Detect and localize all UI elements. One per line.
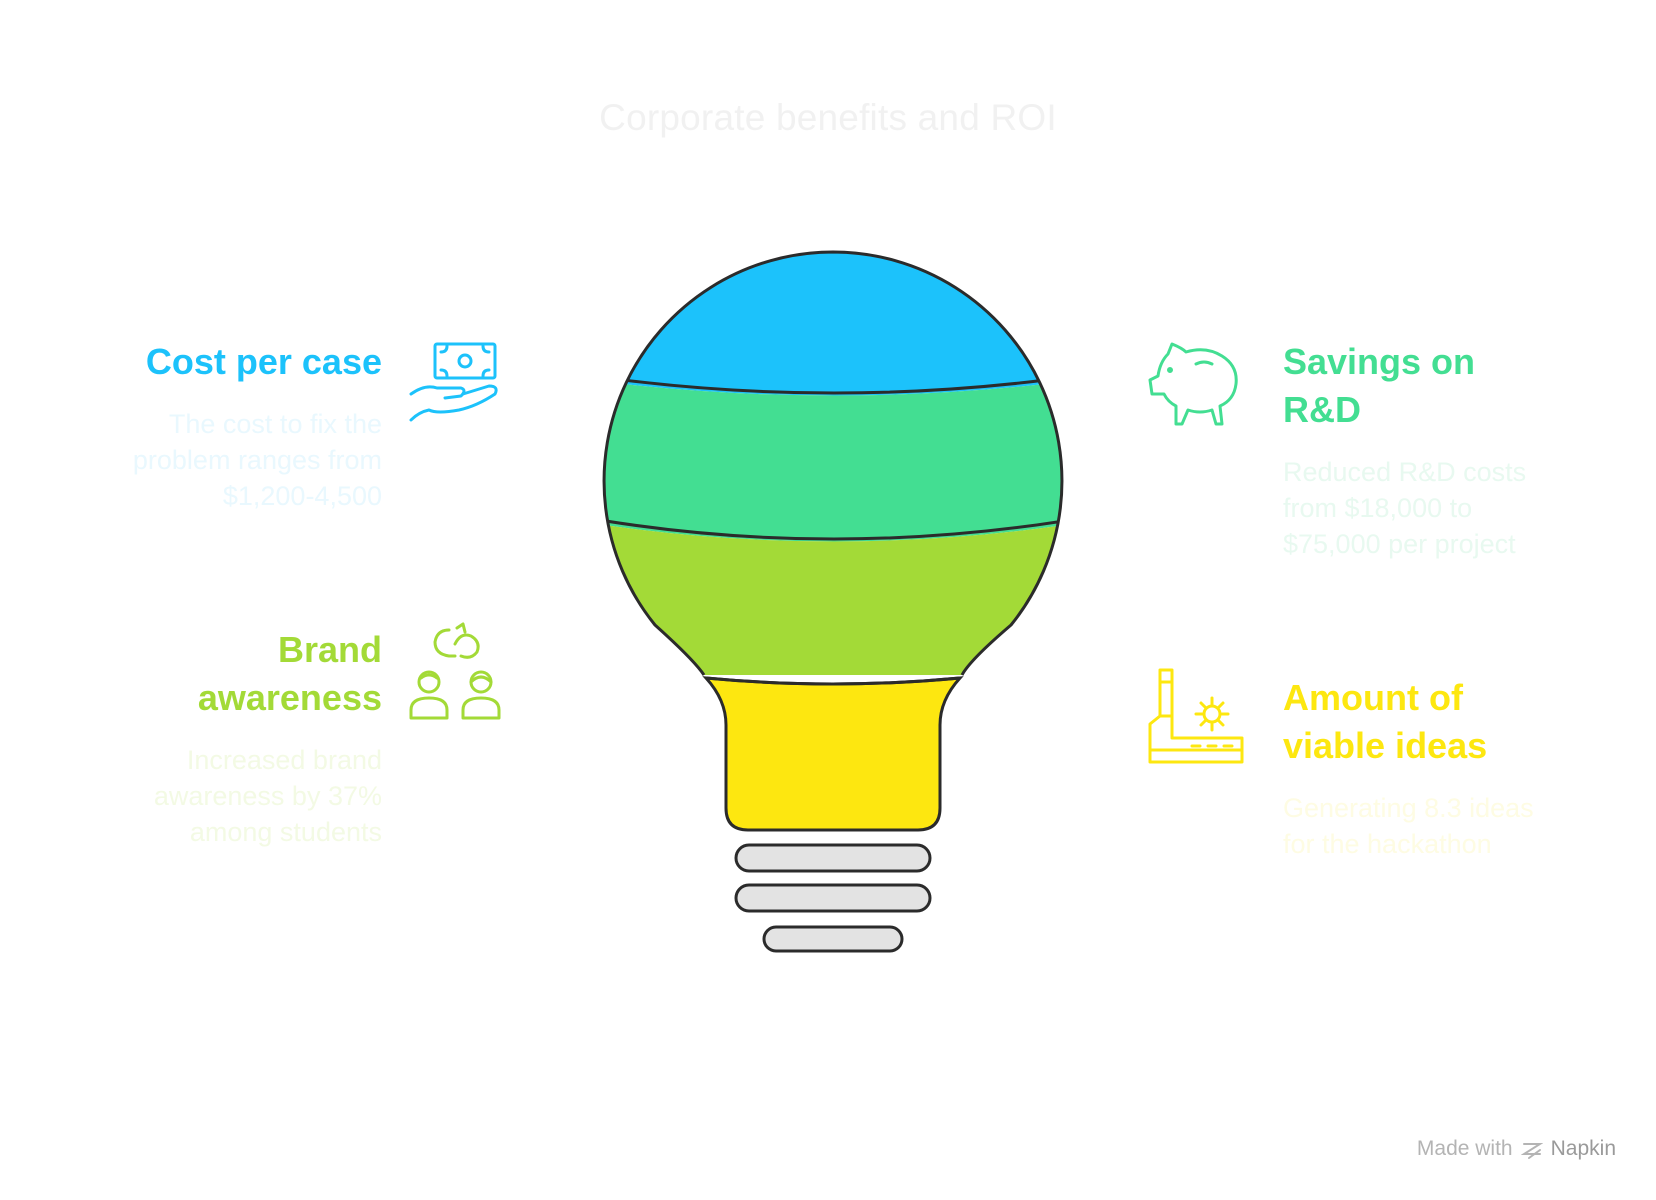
item-description: Generating 8.3 ideas for the hackathon [1283, 793, 1534, 859]
item-savings-on-rd: Savings on R&D Reduced R&D costs from $1… [1283, 338, 1543, 562]
bulb-band-yellow [702, 676, 964, 832]
napkin-logo-icon [1520, 1143, 1543, 1159]
napkin-brand-label: Napkin [1550, 1137, 1616, 1160]
made-with-label: Made with [1416, 1137, 1513, 1160]
bulb-socket-ring-1 [734, 843, 932, 873]
item-heading: Amount of viable ideas [1283, 677, 1488, 766]
page-title: Corporate benefits and ROI [599, 97, 1057, 138]
item-description: Increased brand awareness by 37% among s… [153, 745, 382, 847]
made-with-footer: Made with Napkin [1417, 1137, 1616, 1161]
item-cost-per-case: Cost per case The cost to fix the proble… [92, 338, 382, 514]
item-heading: Savings on R&D [1283, 341, 1476, 430]
factory-gear-icon [1148, 668, 1244, 764]
piggy-bank-icon [1148, 342, 1238, 426]
bulb-band-blue [604, 252, 1062, 396]
item-description: Reduced R&D costs from $18,000 to $75,00… [1283, 457, 1527, 559]
bulb-band-lime [604, 518, 1062, 675]
money-hand-icon [409, 342, 498, 422]
item-brand-awareness: Brand awareness Increased brand awarenes… [112, 626, 382, 850]
item-amount-of-viable-ideas: Amount of viable ideas Generating 8.3 id… [1283, 674, 1563, 862]
people-connection-icon [409, 622, 501, 720]
item-description: The cost to fix the problem ranges from … [132, 409, 382, 511]
bulb-socket-ring-2 [734, 883, 932, 913]
bulb-socket-ring-3 [762, 925, 904, 953]
item-heading: Brand awareness [197, 629, 382, 718]
bulb-band-green [604, 376, 1062, 542]
item-heading: Cost per case [145, 341, 382, 382]
